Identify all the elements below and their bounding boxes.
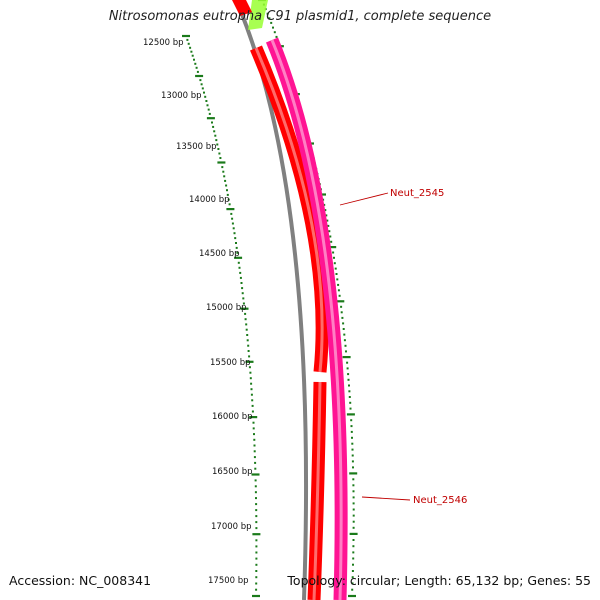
tick-label-13500: 13500 bp (176, 142, 217, 152)
tick-label-14500: 14500 bp (199, 249, 240, 259)
gene-label-neut-2545: Neut_2545 (390, 188, 444, 199)
tick-label-16000: 16000 bp (212, 412, 253, 422)
tick-label-17500: 17500 bp (208, 576, 249, 586)
summary-text: Topology: circular; Length: 65,132 bp; G… (287, 573, 591, 588)
tick-label-12500: 12500 bp (143, 38, 184, 48)
cds-red-top-fragment (232, 0, 252, 16)
tick-label-16500: 16500 bp (212, 467, 253, 477)
cds-arc-lower-highlight (312, 381, 322, 600)
tick-label-14000: 14000 bp (189, 195, 230, 205)
accession-text: Accession: NC_008341 (9, 573, 152, 588)
neut-2546-leader (361, 496, 411, 501)
tick-label-17000: 17000 bp (211, 522, 252, 532)
map-title: Nitrosomonas eutropha C91 plasmid1, comp… (108, 9, 492, 24)
tick-label-15000: 15000 bp (206, 303, 247, 313)
cds-arc-upper-highlight (254, 47, 324, 373)
inner-tick-marks (182, 34, 261, 598)
gene-label-neut-2546: Neut_2546 (413, 495, 467, 506)
tick-label-15500: 15500 bp (210, 358, 251, 368)
green-feature (248, 0, 268, 30)
gene-arc-outer-highlight (270, 39, 343, 600)
neut-2545-leader (339, 192, 389, 206)
tick-label-13000: 13000 bp (161, 91, 202, 101)
